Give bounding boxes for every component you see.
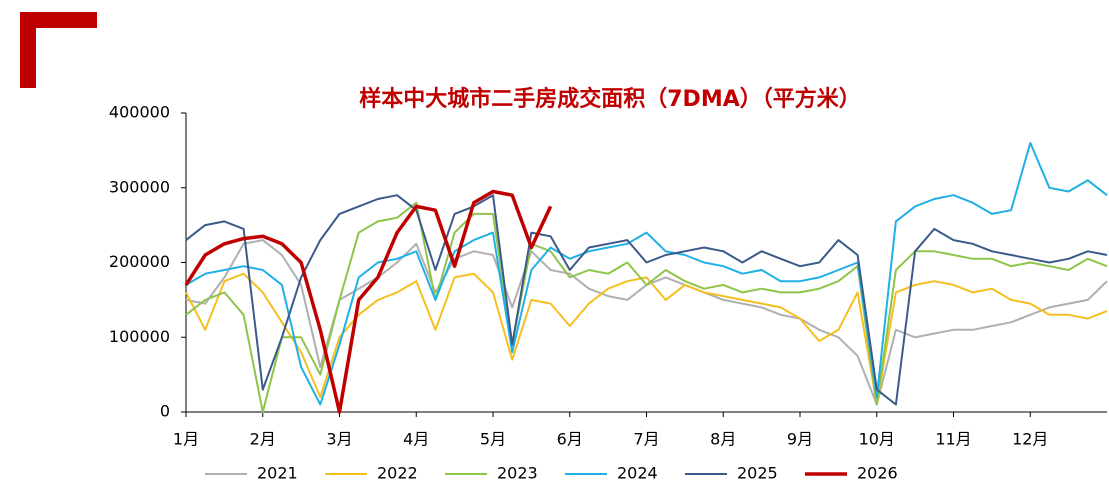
x-tick-label: 10月 xyxy=(859,430,895,449)
series-line xyxy=(185,272,1108,406)
y-tick-label: 200000 xyxy=(109,252,170,271)
y-tick-label: 100000 xyxy=(109,327,170,346)
legend-label: 2025 xyxy=(737,464,778,483)
x-tick-label: 3月 xyxy=(326,430,352,449)
legend-label: 2023 xyxy=(497,464,538,483)
x-tick-label: 12月 xyxy=(1012,430,1048,449)
series-line xyxy=(185,201,1108,413)
series-line xyxy=(185,194,1108,406)
series-line xyxy=(185,239,1108,406)
x-tick-label: 1月 xyxy=(173,430,199,449)
y-tick-label: 400000 xyxy=(109,103,170,122)
x-tick-label: 4月 xyxy=(403,430,429,449)
legend-label: 2024 xyxy=(617,464,658,483)
legend-label: 2021 xyxy=(257,464,298,483)
legend-label: 2026 xyxy=(857,464,898,483)
x-tick-label: 11月 xyxy=(935,430,971,449)
x-tick-label: 2月 xyxy=(250,430,276,449)
x-tick-label: 7月 xyxy=(633,430,659,449)
series-line xyxy=(184,189,553,414)
x-tick-label: 8月 xyxy=(710,430,736,449)
x-tick-label: 5月 xyxy=(480,430,506,449)
y-tick-label: 0 xyxy=(160,402,170,421)
x-tick-label: 9月 xyxy=(787,430,813,449)
corner-decoration xyxy=(20,12,97,88)
x-tick-label: 6月 xyxy=(557,430,583,449)
y-tick-label: 300000 xyxy=(109,177,170,196)
legend-label: 2022 xyxy=(377,464,418,483)
chart-title: 样本中大城市二手房成交面积（7DMA）（平方米） xyxy=(359,86,861,112)
series-line xyxy=(185,141,1108,406)
